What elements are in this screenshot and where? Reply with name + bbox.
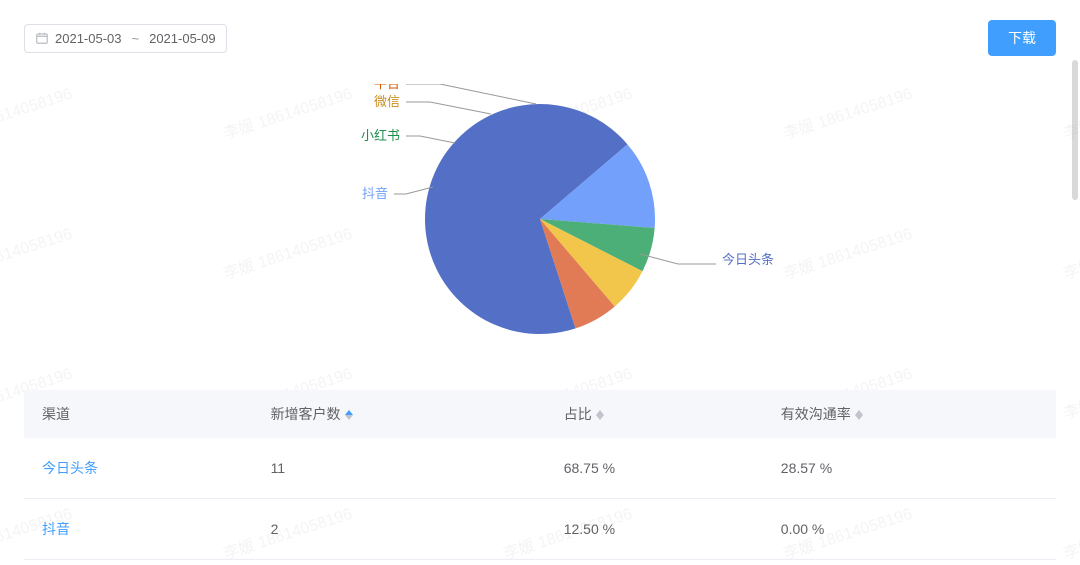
col-header-label: 有效沟通率: [781, 406, 851, 422]
cell-comm-rate: 28.57 %: [763, 438, 1056, 499]
channel-table: 渠道新增客户数占比有效沟通率 今日头条1168.75 %28.57 %抖音212…: [24, 390, 1056, 560]
cell-comm-rate: 0.00 %: [763, 499, 1056, 560]
calendar-icon: [35, 31, 49, 45]
pie-leader-3: [406, 102, 491, 114]
channel-link[interactable]: 抖音: [24, 499, 253, 560]
date-separator: ~: [128, 31, 144, 46]
sort-icon[interactable]: [596, 410, 604, 420]
col-header-label: 占比: [564, 406, 592, 422]
table-row: 抖音212.50 %0.00 %: [24, 499, 1056, 560]
pie-label-0: 今日头条: [722, 252, 774, 267]
col-header-1[interactable]: 新增客户数: [253, 390, 546, 438]
channel-link[interactable]: 今日头条: [24, 438, 253, 499]
pie-leader-0: [640, 254, 716, 264]
date-range-picker[interactable]: 2021-05-03 ~ 2021-05-09: [24, 24, 227, 53]
cell-ratio: 68.75 %: [546, 438, 763, 499]
pie-leader-2: [406, 136, 455, 143]
pie-leader-4: [406, 84, 536, 104]
col-header-0: 渠道: [24, 390, 253, 438]
col-header-2[interactable]: 占比: [546, 390, 763, 438]
col-header-label: 渠道: [42, 406, 70, 422]
date-start: 2021-05-03: [55, 31, 122, 46]
col-header-3[interactable]: 有效沟通率: [763, 390, 1056, 438]
pie-label-1: 抖音: [362, 186, 388, 201]
cell-new-customers: 11: [253, 438, 546, 499]
sort-icon[interactable]: [855, 410, 863, 420]
cell-ratio: 12.50 %: [546, 499, 763, 560]
pie-leader-1: [394, 187, 433, 194]
pie-label-4: 平台: [374, 84, 400, 91]
pie-label-3: 微信: [374, 94, 400, 109]
sort-icon[interactable]: [345, 410, 353, 420]
table-row: 今日头条1168.75 %28.57 %: [24, 438, 1056, 499]
cell-new-customers: 2: [253, 499, 546, 560]
download-button[interactable]: 下载: [988, 20, 1056, 56]
col-header-label: 新增客户数: [271, 406, 341, 422]
date-end: 2021-05-09: [149, 31, 216, 46]
channel-pie-chart: 今日头条 抖音 小红书 微信 平台: [24, 84, 1056, 354]
topbar: 2021-05-03 ~ 2021-05-09 下载: [24, 20, 1056, 56]
pie-label-2: 小红书: [361, 128, 400, 143]
